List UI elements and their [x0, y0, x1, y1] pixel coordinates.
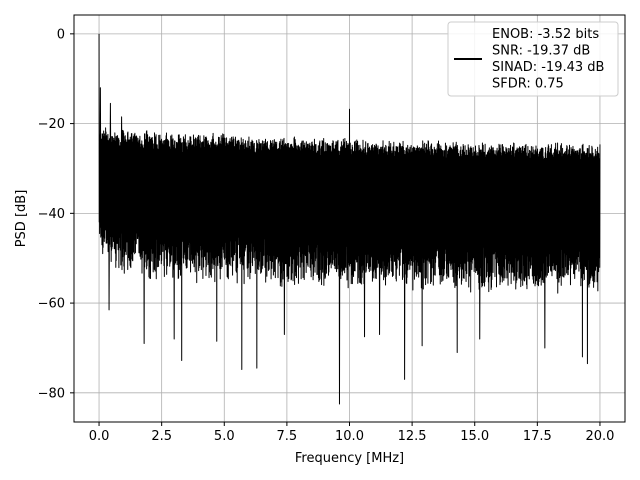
legend: ENOB: -3.52 bits SNR: -19.37 dB SINAD: -… [447, 21, 619, 97]
x-axis-ticks: 0.0 2.5 5.0 7.5 10.0 12.5 15.0 17.5 20.0 [89, 422, 614, 444]
x-tick-label: 5.0 [214, 429, 235, 444]
x-tick-label: 10.0 [335, 429, 364, 444]
x-tick-label: 2.5 [151, 429, 172, 444]
y-tick-label: −20 [38, 117, 65, 132]
y-tick-label: 0 [57, 27, 65, 42]
x-tick-label: 7.5 [277, 429, 298, 444]
y-tick-label: −40 [38, 207, 65, 222]
x-tick-label: 17.5 [523, 429, 552, 444]
x-tick-label: 15.0 [460, 429, 489, 444]
x-tick-label: 0.0 [89, 429, 110, 444]
y-axis-ticks: 0 −20 −40 −60 −80 [38, 27, 74, 401]
x-axis-label: Frequency [MHz] [295, 451, 404, 466]
legend-entry-sinad: SINAD: -19.43 dB [492, 60, 604, 75]
legend-entry-snr: SNR: -19.37 dB [492, 44, 590, 59]
psd-line [98, 33, 601, 405]
y-tick-label: −60 [38, 297, 65, 312]
legend-entry-enob: ENOB: -3.52 bits [492, 27, 599, 42]
x-tick-label: 20.0 [585, 429, 614, 444]
legend-box [447, 21, 619, 97]
y-tick-label: −80 [38, 386, 65, 401]
legend-entry-sfdr: SFDR: 0.75 [492, 77, 564, 92]
y-axis-label: PSD [dB] [14, 190, 29, 248]
psd-series [98, 33, 601, 405]
x-tick-label: 12.5 [398, 429, 427, 444]
